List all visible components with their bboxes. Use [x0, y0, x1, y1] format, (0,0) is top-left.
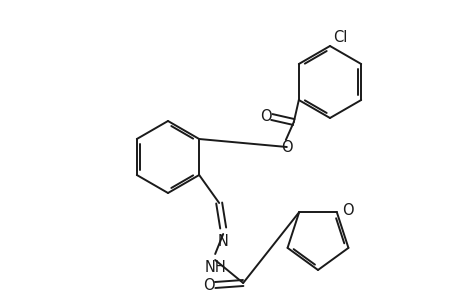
Text: Cl: Cl — [332, 30, 347, 45]
Text: N: N — [217, 234, 228, 249]
Text: O: O — [259, 109, 271, 124]
Text: O: O — [280, 140, 292, 154]
Text: O: O — [341, 202, 353, 217]
Text: NH: NH — [204, 260, 225, 275]
Text: O: O — [203, 278, 214, 292]
